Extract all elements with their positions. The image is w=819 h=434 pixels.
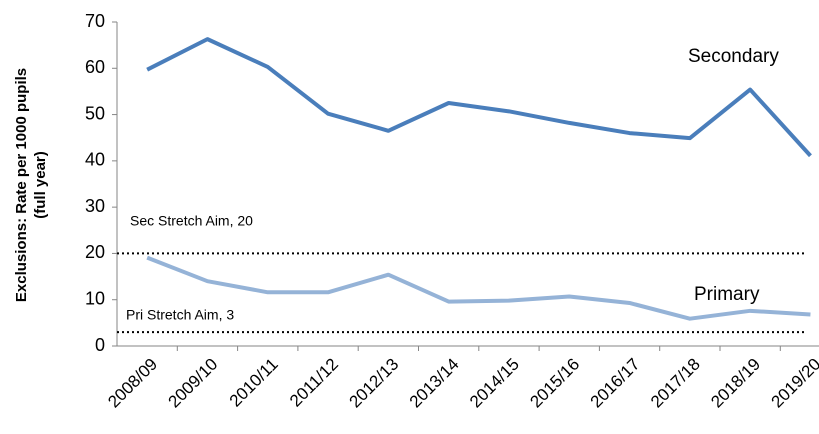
x-tick-label: 2019/20 — [768, 355, 819, 412]
y-tick-label: 40 — [85, 150, 105, 170]
y-tick-label: 20 — [85, 242, 105, 262]
series-label: Primary — [694, 284, 760, 305]
reference-label: Pri Stretch Aim, 3 — [126, 307, 234, 323]
x-tick-label: 2012/13 — [345, 355, 402, 412]
x-tick-label: 2015/16 — [526, 355, 583, 412]
series-line — [146, 255, 811, 321]
series-label: Secondary — [688, 46, 779, 67]
y-tick-label: 10 — [85, 288, 105, 308]
x-tick-label: 2016/17 — [587, 355, 644, 412]
y-tick-label: 50 — [85, 103, 105, 123]
x-tick-label: 2017/18 — [647, 355, 704, 412]
x-tick-label: 2009/10 — [165, 355, 222, 412]
x-tick-label: 2014/15 — [466, 355, 523, 412]
y-tick-label: 30 — [85, 196, 105, 216]
reference-label: Sec Stretch Aim, 20 — [130, 213, 253, 229]
y-tick-label: 60 — [85, 57, 105, 77]
x-tick-label: 2010/11 — [226, 355, 282, 411]
x-tick-label: 2011/12 — [286, 355, 342, 411]
y-axis-title-line: Exclusions: Rate per 1000 pupils — [13, 68, 30, 302]
x-tick-label: 2013/14 — [406, 355, 463, 412]
x-tick-label: 2018/19 — [707, 355, 764, 412]
y-axis-title-line: (full year) — [32, 151, 49, 219]
y-tick-label: 70 — [85, 11, 105, 31]
x-tick-label: 2008/09 — [104, 355, 161, 412]
y-axis-title: Exclusions: Rate per 1000 pupils (full y… — [13, 68, 49, 302]
y-tick-label: 0 — [95, 335, 105, 355]
series-line — [146, 37, 812, 158]
